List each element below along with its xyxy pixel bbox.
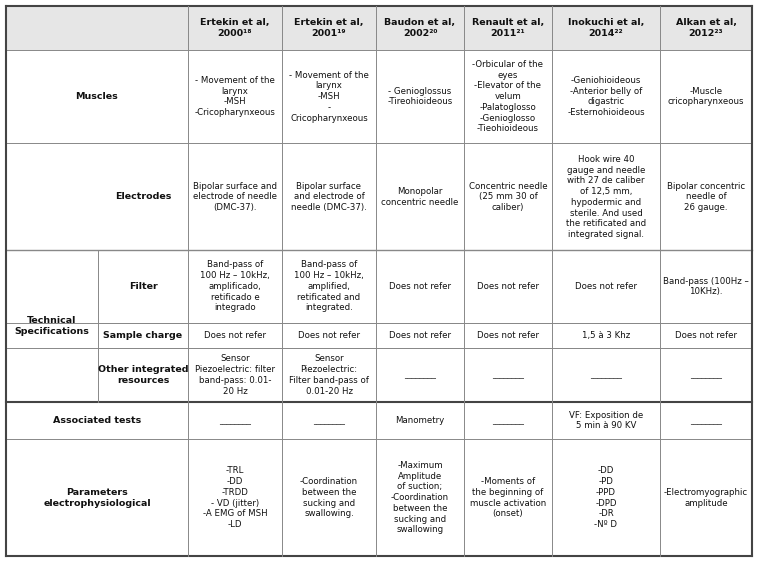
Text: Baudon et al,
2002²⁰: Baudon et al, 2002²⁰ bbox=[384, 18, 456, 38]
Text: Does not refer: Does not refer bbox=[389, 331, 451, 340]
Text: Associated tests: Associated tests bbox=[53, 416, 141, 425]
Text: -DD
-PD
-PPD
-DPD
-DR
-Nº D: -DD -PD -PPD -DPD -DR -Nº D bbox=[594, 466, 618, 529]
Text: Does not refer: Does not refer bbox=[298, 331, 360, 340]
Text: Ertekin et al,
2000¹⁸: Ertekin et al, 2000¹⁸ bbox=[200, 18, 270, 38]
Text: Concentric needle
(25 mm 30 of
caliber): Concentric needle (25 mm 30 of caliber) bbox=[468, 182, 547, 212]
Text: ________: ________ bbox=[492, 416, 524, 425]
Text: Other integrated
resources: Other integrated resources bbox=[98, 365, 188, 385]
Text: Bipolar surface
and electrode of
needle (DMC-37).: Bipolar surface and electrode of needle … bbox=[291, 182, 367, 212]
Text: Technical
Specifications: Technical Specifications bbox=[14, 316, 89, 336]
Text: - Movement of the
larynx
-MSH
-Cricopharynxeous: - Movement of the larynx -MSH -Cricophar… bbox=[195, 76, 275, 117]
Text: -Maximum
Amplitude
of suction;
-Coordination
between the
sucking and
swallowing: -Maximum Amplitude of suction; -Coordina… bbox=[391, 461, 449, 534]
Text: Band-pass of
100 Hz – 10kHz,
amplificado,
retificado e
integrado: Band-pass of 100 Hz – 10kHz, amplificado… bbox=[200, 260, 270, 312]
Text: Filter: Filter bbox=[129, 282, 158, 291]
Text: ________: ________ bbox=[690, 416, 722, 425]
Text: Does not refer: Does not refer bbox=[477, 331, 539, 340]
Text: ________: ________ bbox=[313, 416, 345, 425]
Text: Ertekin et al,
2001¹⁹: Ertekin et al, 2001¹⁹ bbox=[294, 18, 364, 38]
Text: -Coordination
between the
sucking and
swallowing.: -Coordination between the sucking and sw… bbox=[300, 477, 358, 518]
Text: Does not refer: Does not refer bbox=[204, 331, 266, 340]
Bar bbox=[6, 6, 752, 49]
Text: Electrodes: Electrodes bbox=[114, 192, 171, 201]
Text: -Orbicular of the
eyes
-Elevator of the
velum
-Palatoglosso
-Genioglosso
-Tieohi: -Orbicular of the eyes -Elevator of the … bbox=[472, 60, 543, 133]
Text: Does not refer: Does not refer bbox=[389, 282, 451, 291]
Text: Renault et al,
2011²¹: Renault et al, 2011²¹ bbox=[472, 18, 544, 38]
Text: Sensor
Piezoelectric:
Filter band-pass of
0.01-20 Hz: Sensor Piezoelectric: Filter band-pass o… bbox=[289, 355, 369, 396]
Text: - Genioglossus
-Tireohioideous: - Genioglossus -Tireohioideous bbox=[387, 87, 453, 106]
Text: -Electromyographic
amplitude: -Electromyographic amplitude bbox=[664, 488, 748, 507]
Text: Band-pass (100Hz –
10KHz).: Band-pass (100Hz – 10KHz). bbox=[663, 277, 749, 296]
Text: -TRL
-DD
-TRDD
- VD (jitter)
-A EMG of MSH
-LD: -TRL -DD -TRDD - VD (jitter) -A EMG of M… bbox=[202, 466, 268, 529]
Text: Hook wire 40
gauge and needle
with 27 de caliber
of 12,5 mm,
hypodermic and
ster: Hook wire 40 gauge and needle with 27 de… bbox=[566, 155, 646, 239]
Text: Does not refer: Does not refer bbox=[675, 331, 737, 340]
Text: - Movement of the
larynx
-MSH
-
Cricopharynxeous: - Movement of the larynx -MSH - Cricopha… bbox=[289, 70, 369, 123]
Text: Sensor
Piezoelectric: filter
band-pass: 0.01-
20 Hz: Sensor Piezoelectric: filter band-pass: … bbox=[195, 355, 275, 396]
Text: Sample charge: Sample charge bbox=[103, 331, 183, 340]
Text: Bipolar surface and
electrode of needle
(DMC-37).: Bipolar surface and electrode of needle … bbox=[193, 182, 277, 212]
Text: Monopolar
concentric needle: Monopolar concentric needle bbox=[381, 187, 459, 207]
Text: Parameters
electrophysiological: Parameters electrophysiological bbox=[43, 488, 151, 507]
Text: -Geniohioideous
-Anterior belly of
digastric
-Esternohioideous: -Geniohioideous -Anterior belly of digas… bbox=[567, 76, 645, 117]
Text: Does not refer: Does not refer bbox=[477, 282, 539, 291]
Text: ________: ________ bbox=[590, 370, 622, 379]
Text: Alkan et al,
2012²³: Alkan et al, 2012²³ bbox=[675, 18, 737, 38]
Text: Inokuchi et al,
2014²²: Inokuchi et al, 2014²² bbox=[568, 18, 644, 38]
Text: 1,5 à 3 Khz: 1,5 à 3 Khz bbox=[582, 331, 630, 340]
Text: Hook wire 40
gauge and needle
with 27 de caliber
of 12,5 mm,
hypodermic and
ster: Hook wire 40 gauge and needle with 27 de… bbox=[566, 155, 646, 239]
Text: VF: Exposition de
5 min à 90 KV: VF: Exposition de 5 min à 90 KV bbox=[568, 411, 643, 430]
Text: Band-pass of
100 Hz – 10kHz,
amplified,
retificated and
integrated.: Band-pass of 100 Hz – 10kHz, amplified, … bbox=[294, 260, 364, 312]
Text: -Moments of
the beginning of
muscle activation
(onset): -Moments of the beginning of muscle acti… bbox=[470, 477, 546, 518]
Text: Bipolar concentric
needle of
26 gauge.: Bipolar concentric needle of 26 gauge. bbox=[667, 182, 745, 212]
Text: ________: ________ bbox=[404, 370, 436, 379]
Text: ________: ________ bbox=[690, 370, 722, 379]
Text: Does not refer: Does not refer bbox=[575, 282, 637, 291]
Text: ________: ________ bbox=[492, 370, 524, 379]
Text: -Muscle
cricopharynxeous: -Muscle cricopharynxeous bbox=[668, 87, 744, 106]
Text: ________: ________ bbox=[219, 416, 251, 425]
Text: Muscles: Muscles bbox=[76, 92, 118, 101]
Text: Manometry: Manometry bbox=[396, 416, 445, 425]
